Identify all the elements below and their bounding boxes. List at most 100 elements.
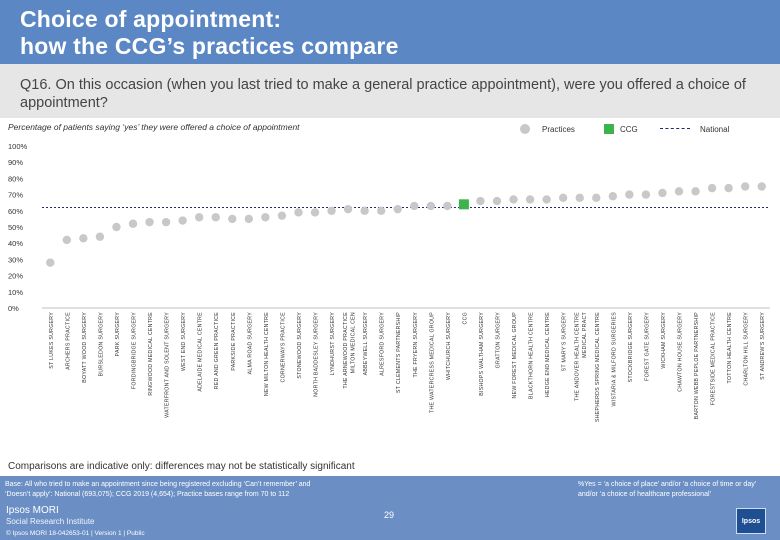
brand-name: Ipsos MORI xyxy=(6,505,59,516)
practice-point xyxy=(95,232,105,241)
category-label: ARCHERS PRACTICE xyxy=(65,312,71,370)
y-tick-label: 50% xyxy=(8,223,23,232)
copyright: © Ipsos MORI 18-042653-01 | Version 1 | … xyxy=(6,530,145,537)
practice-point xyxy=(558,193,568,203)
question-banner: Q16. On this occasion (when you last tri… xyxy=(0,64,780,118)
category-label: BISHOPS WALTHAM SURGERY xyxy=(479,312,485,396)
y-tick-label: 30% xyxy=(8,255,23,264)
y-tick-label: 90% xyxy=(8,158,23,167)
page-number: 29 xyxy=(384,510,395,520)
significance-note: Comparisons are indicative only: differe… xyxy=(8,461,355,472)
category-label: WHITCHURCH SURGERY xyxy=(446,312,452,380)
practice-marker-icon xyxy=(520,124,530,134)
y-tick-label: 10% xyxy=(8,288,23,297)
practice-point xyxy=(261,213,270,222)
category-label: CHARLTON HILL SURGERY xyxy=(744,312,750,386)
category-label: WEST END SURGERY xyxy=(181,312,187,371)
practice-point xyxy=(658,188,667,198)
category-label: ST MARY'S SURGERY xyxy=(562,312,568,372)
practice-point xyxy=(128,219,138,228)
yes-definition: %Yes = ‘a choice of place’ and/or ‘a cho… xyxy=(578,481,757,498)
page-title-line-2: how the CCG’s practices compare xyxy=(20,33,399,59)
category-label: GRATTON SURGERY xyxy=(496,312,502,369)
practice-point xyxy=(343,204,353,214)
question-text: Q16. On this occasion (when you last tri… xyxy=(20,77,746,111)
practice-point xyxy=(46,258,55,267)
practice-point xyxy=(757,182,766,191)
y-tick-label: 0% xyxy=(8,304,19,313)
page-title: Choice of appointment: how the CCG’s pra… xyxy=(20,6,399,60)
category-label: MILTON MEDICAL CEN xyxy=(350,312,356,373)
practice-point xyxy=(443,201,452,211)
practice-point xyxy=(79,234,88,243)
practice-point xyxy=(641,190,651,199)
category-label: ALRESFORD SURGERY xyxy=(380,312,386,376)
base-text: Base: All who tried to make an appointme… xyxy=(5,481,311,498)
legend-ccg-label: CCG xyxy=(620,125,638,134)
practice-point xyxy=(112,222,121,232)
practice-point xyxy=(327,206,336,215)
y-tick-label: 40% xyxy=(8,239,23,248)
category-label: WATERFRONT AND SOLENT SURGERY xyxy=(165,312,171,418)
chart-subtitle: Percentage of patients saying ‘yes’ they… xyxy=(8,122,300,132)
practice-point xyxy=(525,195,535,204)
ccg-marker-icon xyxy=(604,124,614,134)
practice-point xyxy=(509,195,518,204)
practice-point xyxy=(608,192,618,201)
category-label: ST LUKES SURGERY xyxy=(49,312,55,369)
category-label: ABBEYWELL SURGERY xyxy=(363,312,369,376)
practice-point xyxy=(145,217,154,227)
practice-point xyxy=(211,213,220,222)
practice-point xyxy=(228,214,237,224)
practice-point xyxy=(740,182,750,191)
practice-point xyxy=(625,190,634,199)
category-label: BURSLEDON SURGERY xyxy=(98,312,104,377)
category-label: HEDGE END MEDICAL CENTRE xyxy=(545,312,551,397)
category-label: THE ANDOVER HEALTH CENTRE xyxy=(574,312,580,401)
category-label: THE FRYERN SURGERY xyxy=(413,312,419,378)
legend-practices-label: Practices xyxy=(542,125,575,134)
category-label: ADELAIDE MEDICAL CENTRE xyxy=(198,312,204,392)
category-label: BOYATT WOOD SURGERY xyxy=(82,312,88,383)
category-label: THE ARNEWOOD PRACTICE xyxy=(343,312,349,389)
y-tick-label: 60% xyxy=(8,207,23,216)
practice-point xyxy=(426,201,436,211)
category-label: PARK SURGERY xyxy=(115,312,121,357)
practice-point xyxy=(294,208,303,217)
practice-point xyxy=(393,204,402,214)
practice-point xyxy=(724,183,733,193)
category-label: STONEWOOD SURGERY xyxy=(297,312,303,379)
brand-block: Ipsos MORI Social Research Institute xyxy=(6,505,95,527)
category-label: NEW FOREST MEDICAL GROUP xyxy=(512,312,518,399)
category-label: MEDICAL PRACT xyxy=(582,311,588,357)
category-label: NORTH BADDESLEY SURGERY xyxy=(314,312,320,397)
category-label: BARTON WEBB PEPLOE PARTNERSHIP xyxy=(694,312,700,419)
category-label: CORNERWAYS PRACTICE xyxy=(280,312,286,383)
practice-point xyxy=(575,193,584,203)
category-label: PARKSIDE PRACTICE xyxy=(231,312,237,371)
category-label: ST CLEMENTS PARTNERSHIP xyxy=(396,312,402,393)
practice-point xyxy=(492,196,502,206)
header-banner: Choice of appointment: how the CCG’s pra… xyxy=(0,0,780,64)
practice-point xyxy=(62,235,72,245)
practice-point xyxy=(410,201,419,211)
category-label: BLACKTHORN HEALTH CENTRE xyxy=(529,312,535,399)
practice-point xyxy=(194,213,204,222)
category-label: FORDINGBRIDGE SURGERY xyxy=(132,312,138,389)
category-label: LYNDHURST SURGERY xyxy=(330,312,336,376)
practice-point xyxy=(376,206,386,215)
practice-point xyxy=(244,214,254,224)
practice-point xyxy=(360,206,369,215)
ipsos-logo: Ipsos xyxy=(736,508,766,534)
category-label: CCG xyxy=(462,312,468,324)
category-label: NEW MILTON HEALTH CENTRE xyxy=(264,312,270,396)
practice-point xyxy=(691,187,700,196)
ccg-point xyxy=(458,199,469,210)
category-label: FORESTSIDE MEDICAL PRACTICE xyxy=(711,312,717,405)
practice-point xyxy=(542,195,551,204)
brand-institute: Social Research Institute xyxy=(6,517,95,526)
category-label: ST ANDREW'S SURGERY xyxy=(760,312,766,380)
practice-point xyxy=(476,196,485,206)
y-tick-label: 100% xyxy=(8,142,28,151)
choice-of-appointment-chart: 0% 10% 20% 30% 40% 50% 60% 70% 80% 90% 100% ST LUKE… xyxy=(8,142,770,422)
